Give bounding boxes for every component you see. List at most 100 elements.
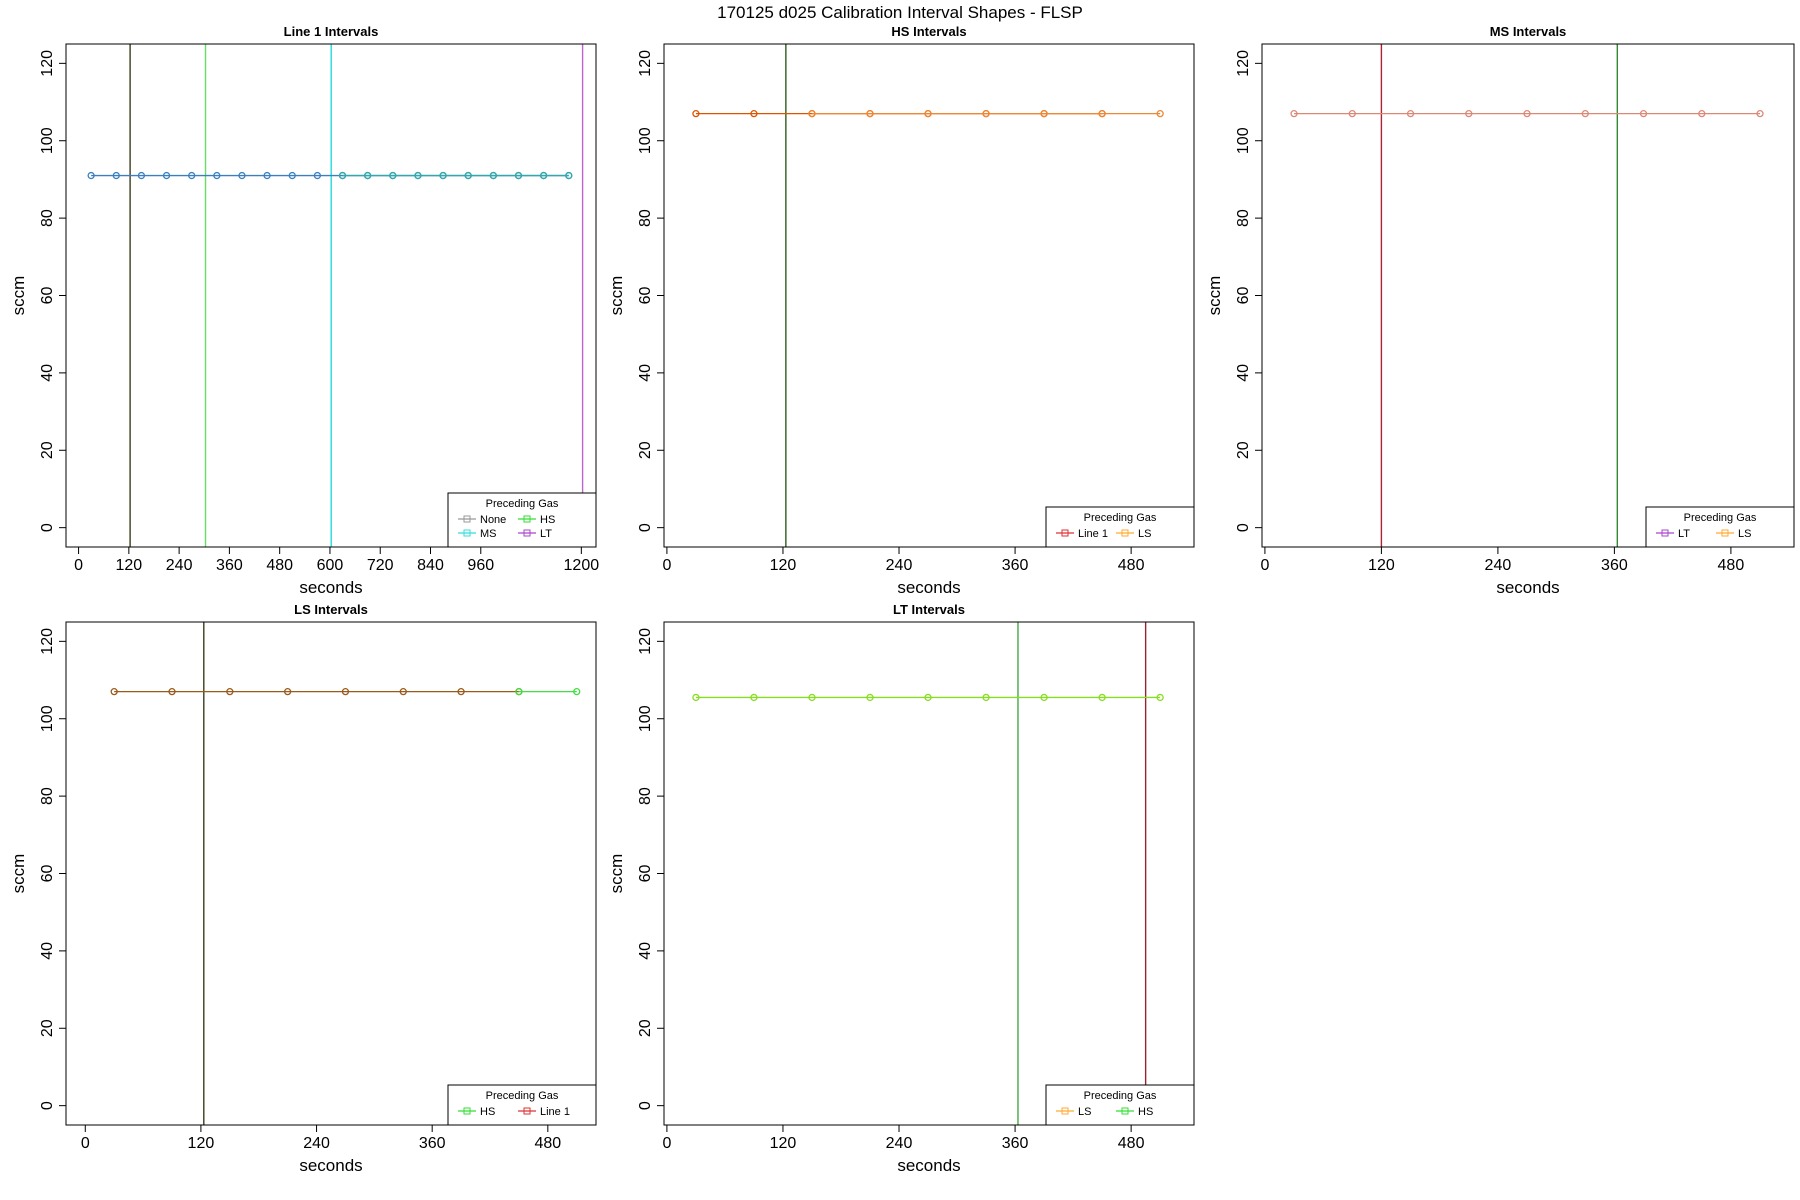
y-tick-label: 0: [637, 1101, 654, 1110]
x-tick-label: 0: [662, 1135, 671, 1152]
legend-marker: [523, 515, 531, 523]
legend-marker: [463, 1107, 471, 1115]
legend-title: Preceding Gas: [486, 1090, 559, 1102]
legend-marker: [1721, 529, 1729, 537]
y-tick-label: 20: [637, 441, 654, 459]
data-point: [924, 109, 932, 118]
x-tick-label: 240: [166, 557, 193, 574]
legend-title: Preceding Gas: [1084, 512, 1157, 524]
y-tick-label: 80: [1235, 209, 1252, 227]
plot-area: [692, 622, 1164, 1125]
data-point: [1639, 109, 1648, 118]
data-point: [808, 109, 816, 118]
data-point: [924, 693, 932, 702]
y-tick-label: 40: [39, 364, 56, 382]
legend-label: LT: [540, 528, 552, 540]
legend-label: HS: [480, 1106, 495, 1118]
data-point: [808, 693, 816, 702]
x-tick-label: 0: [81, 1135, 90, 1152]
x-tick-label: 840: [417, 557, 444, 574]
y-tick-label: 40: [1235, 364, 1252, 382]
plot-area: [87, 44, 584, 547]
legend-label: None: [480, 514, 506, 526]
legend-marker: [463, 515, 471, 523]
y-tick-label: 80: [39, 787, 56, 805]
plot-area: [110, 622, 581, 1125]
y-tick-label: 60: [39, 287, 56, 305]
legend-marker: [1061, 1107, 1069, 1115]
x-tick-label: 0: [74, 557, 83, 574]
legend-label: HS: [540, 514, 555, 526]
data-point: [489, 171, 498, 180]
data-point: [389, 171, 397, 180]
legend-box: [447, 1084, 597, 1126]
legend-label: LT: [1678, 528, 1690, 540]
y-tick-label: 80: [637, 209, 654, 227]
legend: Preceding Gas LS HS: [1045, 1084, 1195, 1126]
y-axis-label: sccm: [9, 854, 28, 894]
y-tick-label: 20: [39, 1019, 56, 1037]
chart-title: HS Intervals: [891, 24, 966, 39]
x-tick-label: 120: [188, 1135, 215, 1152]
legend-marker: [523, 1107, 531, 1115]
y-tick-label: 120: [39, 50, 56, 77]
x-tick-label: 360: [216, 557, 243, 574]
legend-box: [1045, 506, 1195, 548]
data-point: [1698, 109, 1706, 118]
legend-marker: [1121, 529, 1129, 537]
y-axis-label: sccm: [1205, 276, 1224, 316]
legend-title: Preceding Gas: [1684, 512, 1757, 524]
x-tick-label: 240: [1485, 557, 1512, 574]
data-point: [226, 687, 234, 696]
y-axis-label: sccm: [607, 854, 626, 894]
data-point: [750, 109, 758, 118]
legend: Preceding Gas LT LS: [1645, 506, 1795, 548]
plot-frame: [663, 43, 1195, 548]
chart-title: MS Intervals: [1490, 24, 1567, 39]
legend-marker: [1121, 1107, 1129, 1115]
data-point: [364, 171, 372, 180]
data-point: [341, 687, 350, 696]
legend-marker: [523, 529, 531, 537]
data-point: [399, 687, 407, 696]
y-tick-label: 60: [1235, 287, 1252, 305]
data-point: [982, 109, 990, 118]
x-tick-label: 480: [266, 557, 293, 574]
x-tick-label: 480: [534, 1135, 561, 1152]
data-point: [866, 109, 874, 118]
legend: Preceding Gas Line 1 LS: [1045, 506, 1195, 548]
x-axis-label: seconds: [897, 578, 960, 597]
x-tick-label: 120: [115, 557, 142, 574]
legend-box: [1045, 1084, 1195, 1126]
data-point: [414, 171, 422, 180]
y-tick-label: 100: [39, 705, 56, 732]
data-point: [188, 171, 196, 180]
y-tick-label: 20: [1235, 441, 1252, 459]
data-point: [87, 171, 95, 180]
y-tick-label: 100: [1235, 127, 1252, 154]
data-point: [1348, 109, 1356, 118]
data-point: [1040, 693, 1048, 702]
data-point: [565, 171, 573, 180]
x-tick-label: 720: [367, 557, 394, 574]
figure-title: 170125 d025 Calibration Interval Shapes …: [717, 3, 1083, 22]
legend-label: LS: [1738, 528, 1751, 540]
data-point: [110, 687, 118, 696]
data-point: [1098, 693, 1106, 702]
x-tick-label: 240: [303, 1135, 330, 1152]
x-tick-label: 960: [467, 557, 494, 574]
x-tick-label: 480: [1718, 557, 1745, 574]
legend-label: LS: [1078, 1106, 1091, 1118]
chart-panel: HS Intervals 0 120 240 360 480 seconds 0 20 40 60 8…: [607, 24, 1195, 597]
legend-label: Line 1: [1078, 528, 1108, 540]
data-point: [263, 171, 271, 180]
x-tick-label: 120: [770, 557, 797, 574]
x-tick-label: 120: [1368, 557, 1395, 574]
data-point: [539, 171, 548, 180]
plot-area: [692, 44, 1164, 547]
data-point: [1098, 109, 1106, 118]
data-point: [573, 687, 581, 696]
data-point: [750, 693, 758, 702]
x-tick-label: 360: [419, 1135, 446, 1152]
